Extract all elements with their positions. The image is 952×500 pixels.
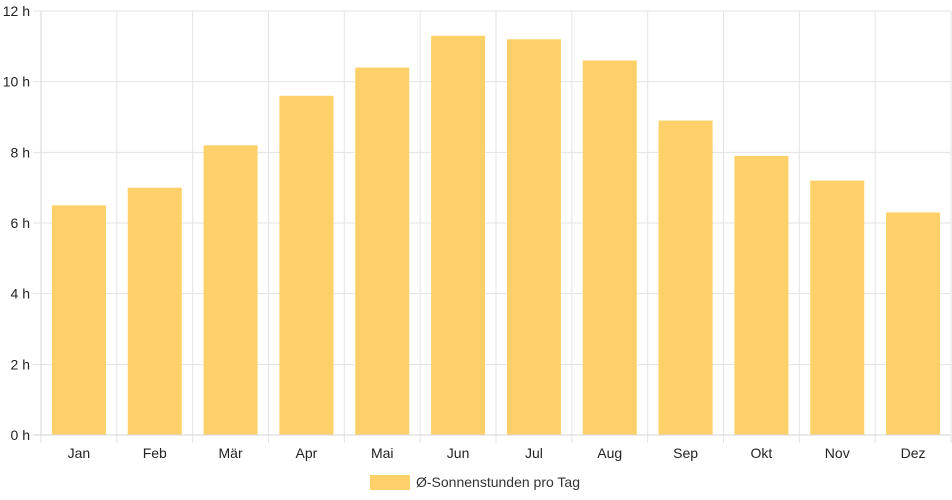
bar-mai xyxy=(355,67,410,436)
x-tick-label: Feb xyxy=(143,445,167,461)
x-tick-label: Jul xyxy=(525,445,543,461)
bar-jul xyxy=(506,39,561,436)
y-tick-label: 2 h xyxy=(11,356,30,372)
bar-okt xyxy=(734,155,789,435)
y-tick-label: 0 h xyxy=(11,427,30,443)
bar-mär xyxy=(203,145,258,435)
x-tick-label: Mai xyxy=(371,445,394,461)
y-tick-label: 10 h xyxy=(3,74,30,90)
x-tick-label: Sep xyxy=(673,445,698,461)
bar-aug xyxy=(582,60,637,435)
x-tick-label: Okt xyxy=(751,445,773,461)
y-tick-label: 6 h xyxy=(11,215,30,231)
legend-swatch xyxy=(370,474,410,490)
x-tick-label: Mär xyxy=(219,445,243,461)
chart-plot-area: 0 h 2 h 4 h 6 h 8 h 10 h 12 h Jan Feb Mär Apr Mai Ju… xyxy=(3,3,952,461)
bar-jan xyxy=(51,205,106,435)
x-tick-label: Nov xyxy=(825,445,850,461)
bar-nov xyxy=(810,180,865,435)
y-tick-label: 8 h xyxy=(11,144,30,160)
y-tick-label: 4 h xyxy=(11,286,30,302)
x-tick-label: Apr xyxy=(296,445,318,461)
legend-label: Ø-Sonnenstunden pro Tag xyxy=(416,474,580,490)
x-tick-label: Jun xyxy=(447,445,470,461)
bar-feb xyxy=(127,187,182,435)
x-tick-label: Aug xyxy=(597,445,622,461)
bar-apr xyxy=(279,95,334,436)
bar-jun xyxy=(431,35,486,435)
x-tick-label: Dez xyxy=(901,445,926,461)
bar-sep xyxy=(658,120,713,436)
y-tick-label: 12 h xyxy=(3,3,30,19)
bar-dez xyxy=(886,212,941,435)
chart-legend[interactable]: Ø-Sonnenstunden pro Tag xyxy=(370,472,580,492)
x-tick-label: Jan xyxy=(68,445,91,461)
